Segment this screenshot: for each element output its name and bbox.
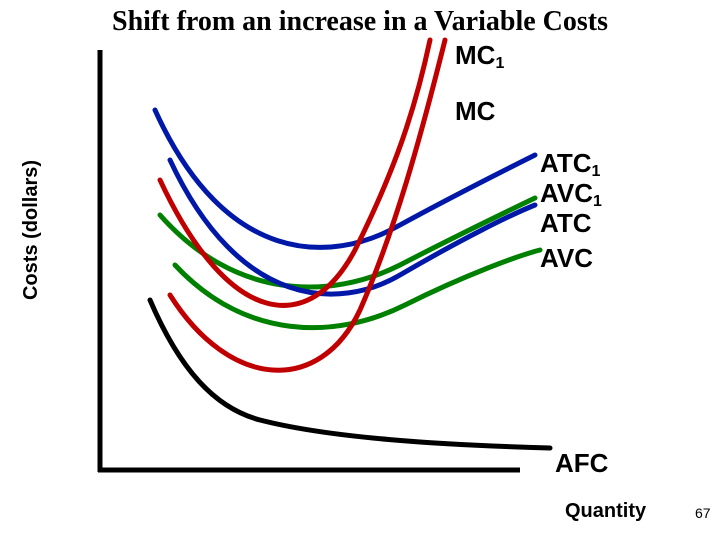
page-number: 67 (695, 505, 711, 521)
label-atc1: ATC1 (540, 150, 600, 177)
label-afc: AFC (555, 450, 608, 477)
label-avc1: AVC1 (540, 180, 602, 207)
curve-mc1 (160, 40, 430, 305)
label-atc: ATC (540, 210, 592, 237)
curve-mc (170, 40, 445, 370)
label-mc1: MC1 (455, 42, 504, 69)
label-mc: MC (455, 98, 495, 125)
x-axis-label: Quantity (565, 500, 646, 523)
cost-curves-chart (0, 0, 720, 540)
label-avc: AVC (540, 245, 593, 272)
